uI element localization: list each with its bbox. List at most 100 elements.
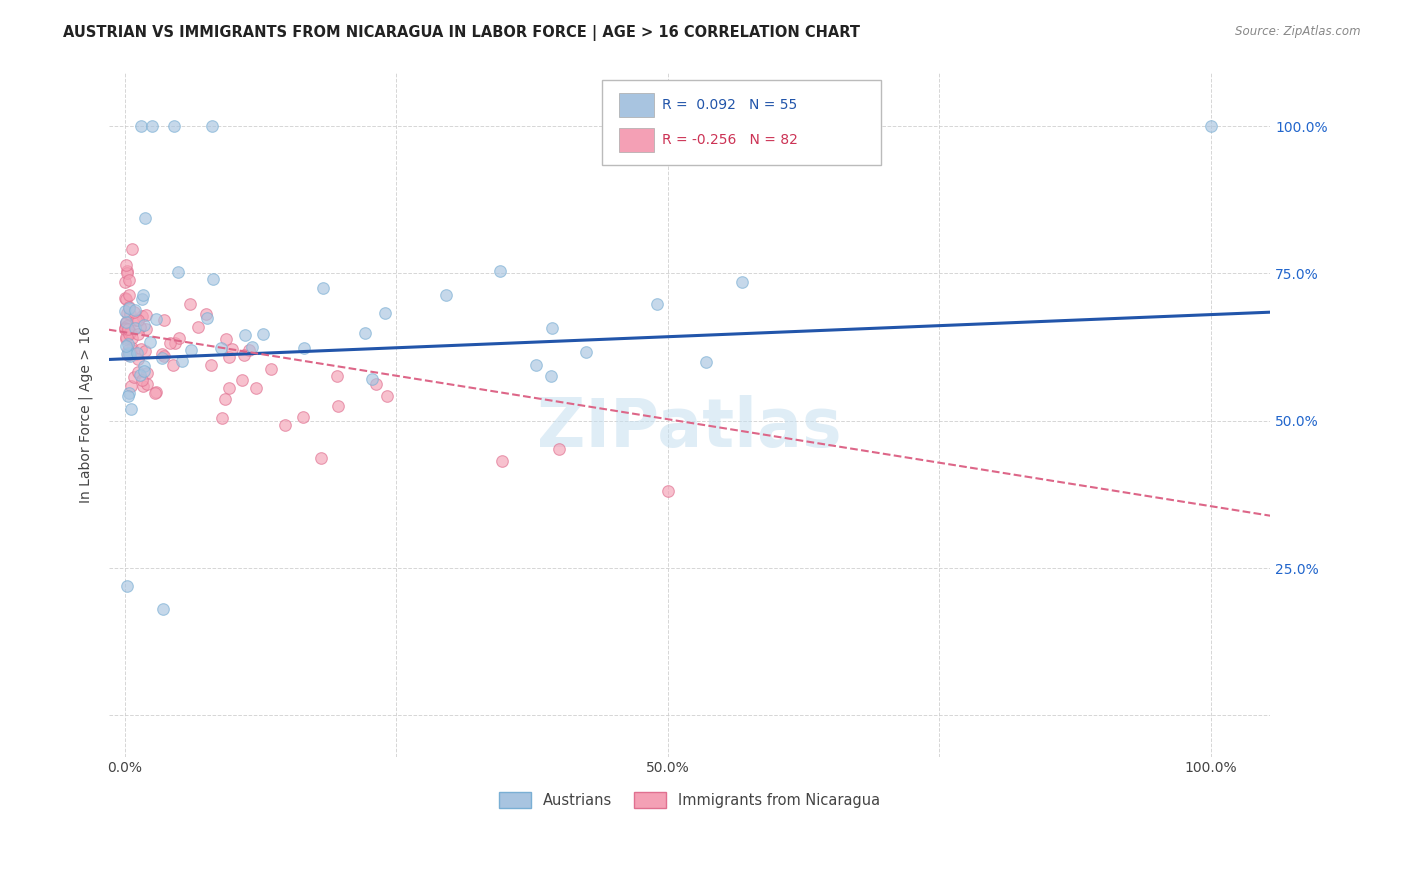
Point — [143, 386, 166, 401]
Point — [120, 325, 142, 339]
Point — [124, 321, 146, 335]
Point — [135, 377, 157, 392]
Text: R = -0.256   N = 82: R = -0.256 N = 82 — [662, 133, 797, 147]
Point — [114, 292, 136, 306]
Point — [114, 321, 136, 335]
Point — [118, 300, 141, 314]
Point — [118, 347, 141, 361]
Legend: Austrians, Immigrants from Nicaragua: Austrians, Immigrants from Nicaragua — [494, 786, 886, 814]
Point — [167, 265, 190, 279]
Point — [121, 341, 143, 355]
Point — [312, 281, 335, 295]
Point — [117, 385, 139, 400]
Point — [152, 351, 174, 365]
Point — [162, 358, 184, 372]
Point — [134, 343, 156, 358]
Point — [167, 330, 190, 344]
Point — [218, 351, 240, 365]
Point — [135, 308, 157, 322]
Point — [152, 349, 174, 363]
Point — [127, 365, 149, 379]
Point — [127, 345, 149, 359]
Text: Source: ZipAtlas.com: Source: ZipAtlas.com — [1236, 25, 1361, 38]
Point — [491, 454, 513, 468]
Point — [124, 303, 146, 318]
Point — [232, 348, 254, 362]
Point — [145, 311, 167, 326]
Point — [274, 418, 297, 433]
Point — [134, 211, 156, 225]
Point — [115, 266, 138, 280]
Point — [135, 366, 157, 380]
Point — [129, 368, 152, 382]
Point — [309, 451, 332, 466]
Point — [434, 288, 457, 302]
Point — [292, 341, 315, 355]
Point — [548, 442, 571, 456]
Point — [541, 320, 564, 334]
Point — [115, 264, 138, 278]
Point — [159, 336, 181, 351]
Point — [115, 318, 138, 333]
Bar — [619, 128, 654, 152]
Point — [163, 336, 186, 351]
Point — [163, 119, 186, 133]
Point — [179, 297, 201, 311]
Point — [180, 343, 202, 357]
Point — [114, 304, 136, 318]
Point — [233, 328, 256, 343]
Point — [115, 332, 138, 346]
Point — [214, 392, 236, 406]
Point — [489, 263, 512, 277]
Point — [114, 330, 136, 344]
Point — [117, 348, 139, 362]
Point — [326, 369, 349, 384]
Point — [122, 305, 145, 319]
Point — [118, 350, 141, 364]
Point — [118, 288, 141, 302]
Point — [245, 381, 267, 395]
Text: ZIPatlas: ZIPatlas — [537, 395, 842, 461]
Point — [115, 579, 138, 593]
Point — [118, 345, 141, 359]
Point — [360, 372, 382, 386]
Point — [141, 119, 163, 133]
Point — [115, 339, 138, 353]
Bar — [619, 94, 654, 117]
Point — [657, 484, 679, 499]
Point — [195, 307, 218, 321]
Point — [135, 322, 157, 336]
Point — [524, 359, 547, 373]
Point — [114, 291, 136, 305]
Point — [540, 368, 562, 383]
Point — [134, 318, 156, 332]
Point — [117, 305, 139, 319]
Point — [118, 326, 141, 341]
Point — [115, 318, 138, 333]
Point — [132, 363, 155, 377]
Point — [128, 319, 150, 334]
Point — [375, 388, 398, 402]
Point — [115, 316, 138, 330]
Point — [114, 275, 136, 289]
Point — [218, 381, 240, 395]
Point — [195, 311, 218, 326]
Text: AUSTRIAN VS IMMIGRANTS FROM NICARAGUA IN LABOR FORCE | AGE > 16 CORRELATION CHAR: AUSTRIAN VS IMMIGRANTS FROM NICARAGUA IN… — [63, 25, 860, 41]
Point — [117, 321, 139, 335]
Point — [201, 119, 224, 133]
Y-axis label: In Labor Force | Age > 16: In Labor Force | Age > 16 — [79, 326, 93, 503]
Point — [200, 358, 222, 372]
Point — [125, 313, 148, 327]
Point — [131, 373, 153, 387]
Point — [221, 342, 243, 356]
Point — [139, 334, 162, 349]
Point — [115, 316, 138, 330]
Point — [117, 343, 139, 358]
Point — [145, 384, 167, 399]
Point — [187, 319, 209, 334]
Point — [118, 272, 141, 286]
Point — [121, 243, 143, 257]
Point — [366, 377, 388, 392]
Point — [118, 307, 141, 321]
Point — [152, 602, 174, 616]
